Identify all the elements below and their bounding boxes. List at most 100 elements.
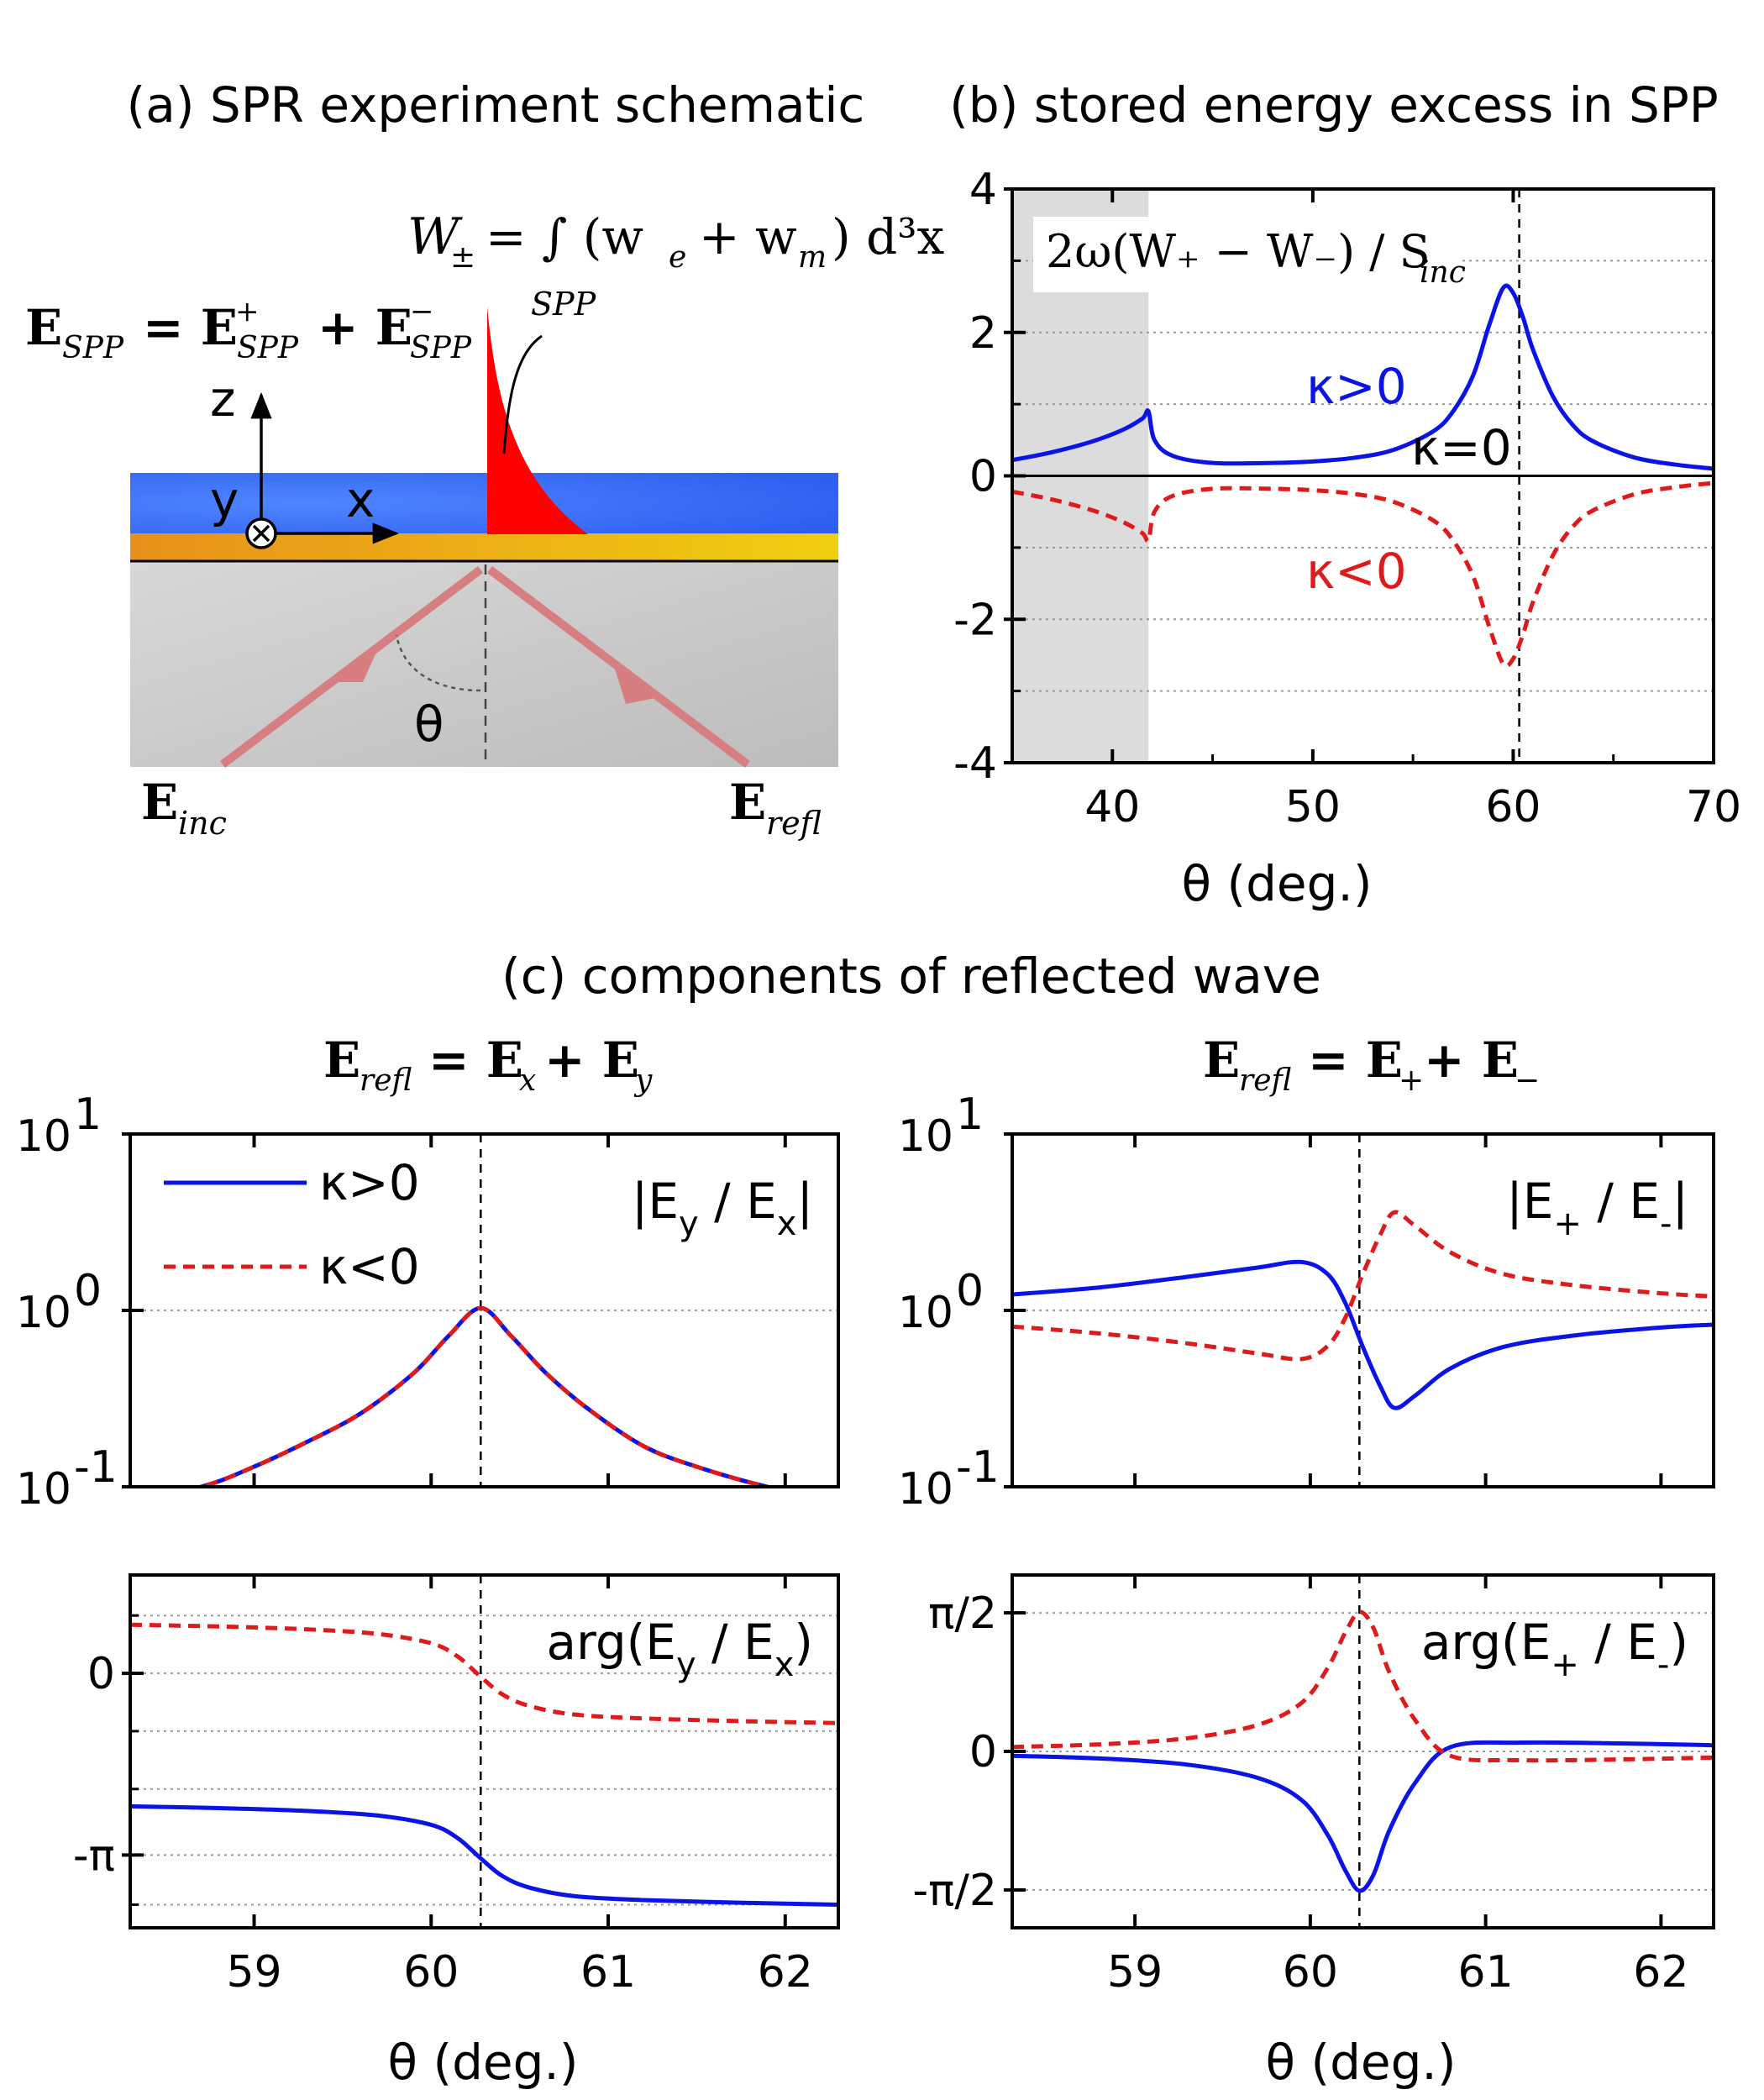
kappa-zero-label: κ=0: [1411, 419, 1512, 476]
w-eq-tail: ) d³x: [832, 208, 944, 265]
series-line-kappa-positive: [130, 1803, 838, 1907]
y-tick-label: -π/2: [912, 1866, 997, 1916]
label-sub: y: [679, 1205, 699, 1243]
reflected-arrow-icon: [613, 664, 659, 704]
label-part: ): [1669, 1614, 1688, 1671]
w-eq-plus: + w: [699, 208, 797, 265]
panel-c-left-equation: E refl = E x + E y: [323, 1032, 653, 1098]
series-line-kappa-negative: [1012, 1210, 1714, 1362]
panel-b-xlabel: θ (deg.): [1182, 855, 1373, 912]
label-part: |E: [1506, 1173, 1553, 1230]
annotation-box: [1033, 217, 1462, 292]
series-line-kappa-positive: [1012, 1740, 1714, 1893]
espp-sub-2: SPP: [237, 331, 299, 365]
series-group: [1012, 1609, 1714, 1893]
series-line-kappa-negative: [130, 1622, 838, 1725]
x-tick-label: 60: [1485, 782, 1541, 832]
panel-c-title: (c) components of reflected wave: [501, 948, 1321, 1005]
y-tick-label: 10: [16, 1288, 71, 1338]
incident-arrow-icon: [332, 648, 378, 682]
incident-beam: [219, 566, 484, 768]
x-tick-label: 61: [580, 1947, 636, 1998]
left-eq-mid: + E: [544, 1032, 639, 1089]
y-tick-label: 0: [969, 452, 997, 502]
z-axis-label: z: [210, 370, 235, 428]
stored-energy-equation: W ± = ∫ (w e + w m ) d³x SPP: [407, 207, 944, 323]
label-sub: +: [1551, 1646, 1579, 1684]
panel-c: (c) components of reflected wave E refl …: [16, 948, 1715, 2091]
left-eq-lhs-sub: refl: [360, 1063, 412, 1098]
series-line-kappa-positive: [1012, 283, 1714, 471]
x-tick-label: 50: [1285, 782, 1341, 832]
y-tick-label: 10: [898, 1111, 953, 1162]
panel-b-title: (b) stored energy excess in SPP: [949, 76, 1718, 134]
spp-pointer: [502, 334, 543, 454]
label-part: |: [1672, 1173, 1688, 1230]
espp-plus-sup: +: [235, 295, 260, 328]
espp-sub-3: SPP: [410, 331, 472, 365]
legend-label-kneg: κ<0: [319, 1238, 420, 1295]
x-tick-label: 59: [226, 1947, 281, 1998]
x-tick-label: 60: [403, 1947, 459, 1998]
x-tick-label: 70: [1686, 782, 1741, 832]
y-tick-label: 10: [898, 1464, 953, 1515]
w-eq-m: m: [798, 240, 827, 275]
label-part: / E: [696, 1614, 774, 1671]
y-tick-label: -2: [953, 595, 997, 645]
annotation-text: 2ω(W₊ − W₋) / S: [1046, 225, 1431, 278]
y-axis-cross-icon: [252, 524, 270, 543]
label-sub: -: [1660, 1205, 1672, 1243]
y-tick-label-exp: 1: [74, 1089, 102, 1140]
panel-c3-xlabel: θ (deg.): [388, 2034, 579, 2091]
label-sub: x: [774, 1646, 795, 1684]
label-part: / E: [699, 1173, 777, 1230]
label-part: |: [796, 1173, 813, 1230]
label-part: |E: [632, 1173, 679, 1230]
w-eq-lhs: W: [407, 207, 463, 266]
y-tick-label: 4: [969, 165, 997, 215]
espp-mid: = E: [143, 299, 238, 356]
annotation-sub: inc: [1420, 255, 1466, 290]
panel-a: (a) SPR experiment schematic W ± = ∫ (w …: [25, 76, 944, 842]
x-axis-label: x: [346, 471, 375, 528]
reflected-beam: [486, 566, 751, 768]
kappa-positive-label: κ>0: [1306, 358, 1407, 415]
espp-lhs: E: [25, 299, 62, 356]
label-sub: -: [1657, 1646, 1669, 1684]
label-part: / E: [1582, 1173, 1660, 1230]
einc-label: E: [141, 774, 178, 831]
w-eq-e: e: [669, 240, 686, 275]
espp-plus: + E: [318, 299, 412, 356]
y-tick-label-exp: 0: [74, 1266, 102, 1316]
left-eq-lhs: E: [323, 1032, 360, 1089]
w-eq-body: = ∫ (w: [486, 208, 643, 265]
x-tick-label: 59: [1107, 1947, 1163, 1998]
y-tick-label-exp: 0: [956, 1266, 984, 1316]
y-tick-label: 10: [16, 1111, 71, 1162]
y-tick-label: 10: [16, 1464, 71, 1515]
y-tick-label: 0: [87, 1649, 115, 1699]
panel-a-title: (a) SPR experiment schematic: [127, 76, 865, 134]
y-tick-label: π/2: [928, 1588, 997, 1639]
espp-minus-sup: −: [410, 295, 434, 328]
y-axis-label: y: [210, 471, 239, 528]
plot-frame: [129, 1573, 840, 1929]
panel-inset-label: arg(Ey / Ex): [546, 1614, 813, 1684]
w-eq-spp: SPP: [531, 286, 597, 323]
einc-sub: inc: [178, 805, 227, 842]
y-tick-label-exp: -1: [956, 1442, 1000, 1493]
prism: [130, 561, 838, 767]
x-tick-label: 62: [1633, 1947, 1688, 1998]
x-tick-label: 40: [1084, 782, 1140, 832]
label-sub: +: [1553, 1205, 1582, 1243]
y-tick-label: 10: [898, 1288, 953, 1338]
series-group: [1012, 283, 1714, 669]
series-group: [1012, 1210, 1714, 1410]
x-tick-label: 60: [1283, 1947, 1338, 1998]
panel-inset-label: |Ey / Ex|: [632, 1173, 813, 1243]
dielectric-layer: [130, 473, 838, 533]
series-line-kappa-positive: [192, 1305, 778, 1487]
